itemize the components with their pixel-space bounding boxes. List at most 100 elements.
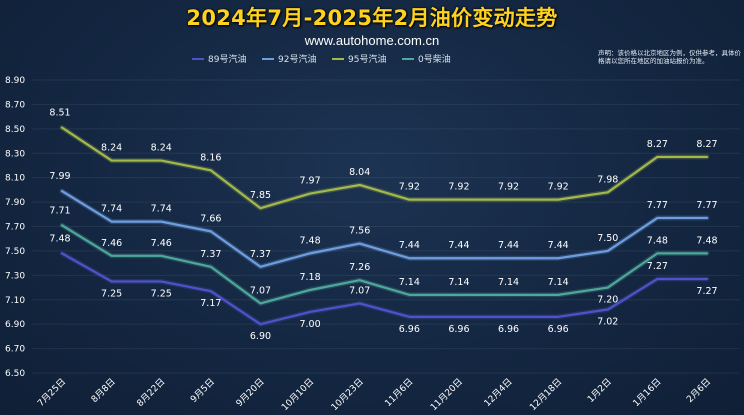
data-label: 8.24	[101, 143, 122, 154]
y-tick-label: 7.90	[5, 198, 25, 208]
x-tick-label: 2月6日	[685, 376, 714, 405]
data-label: 7.44	[548, 240, 569, 251]
data-label: 7.37	[200, 249, 221, 260]
data-label: 7.44	[399, 240, 420, 251]
x-tick-label: 1月16日	[631, 376, 664, 409]
data-label: 7.25	[151, 288, 172, 299]
data-label: 7.92	[548, 182, 569, 193]
data-label: 7.37	[250, 249, 271, 260]
x-tick-label: 7月25日	[35, 376, 68, 409]
data-label: 6.96	[448, 324, 469, 335]
data-label: 7.07	[349, 285, 370, 296]
chart-subtitle: www.autohome.com.cn	[304, 33, 440, 48]
data-label: 7.02	[597, 317, 618, 328]
data-label: 7.27	[696, 286, 717, 297]
data-label: 7.48	[647, 235, 668, 246]
data-label: 7.56	[349, 226, 370, 237]
y-tick-label: 8.30	[5, 149, 25, 159]
data-label: 7.27	[647, 261, 668, 272]
x-tick-label: 8月22日	[135, 376, 168, 409]
legend-item-label: 0号柴油	[418, 53, 451, 65]
data-label: 6.96	[399, 324, 420, 335]
data-label: 7.85	[250, 190, 271, 201]
y-tick-label: 8.50	[5, 125, 25, 135]
y-tick-label: 7.50	[5, 247, 25, 257]
x-tick-label: 12月4日	[482, 376, 515, 409]
data-label: 7.14	[548, 277, 569, 288]
x-tick-label: 10月23日	[329, 376, 366, 413]
x-tick-label: 1月2日	[585, 376, 614, 405]
y-tick-label: 7.30	[5, 271, 25, 281]
y-tick-label: 7.10	[5, 296, 25, 306]
data-label: 7.92	[498, 182, 519, 193]
data-label: 6.96	[548, 324, 569, 335]
y-tick-label: 7.70	[5, 223, 25, 233]
data-label: 7.20	[597, 295, 618, 306]
y-tick-label: 8.90	[5, 76, 25, 86]
data-label: 7.14	[498, 277, 519, 288]
data-label: 8.24	[151, 143, 172, 154]
data-label: 8.51	[49, 108, 70, 119]
data-label: 7.48	[49, 233, 70, 244]
x-tick-label: 9月5日	[188, 376, 217, 405]
legend: 89号汽油 92号汽油 95号汽油 0号柴油	[192, 53, 451, 65]
y-tick-label: 8.10	[5, 174, 25, 184]
data-label: 7.99	[49, 171, 70, 182]
series-line-1	[60, 189, 709, 268]
data-label: 7.97	[299, 176, 320, 187]
data-label: 7.48	[299, 235, 320, 246]
x-tick-label: 11月20日	[428, 376, 465, 413]
series-line-2	[60, 126, 709, 210]
data-label: 7.77	[647, 200, 668, 211]
legend-item-label: 95号汽油	[348, 53, 386, 65]
data-label: 7.18	[299, 272, 320, 283]
data-label: 7.46	[101, 238, 122, 249]
data-label: 7.00	[299, 319, 320, 330]
data-label: 7.50	[597, 233, 618, 244]
chart-disclaimer: 声明：该价格以北京地区为例，仅供参考，具体价格请以您所在地区的加油站报价为准。	[598, 49, 741, 65]
data-label: 7.14	[448, 277, 469, 288]
grid-layer	[32, 79, 740, 374]
data-label: 7.92	[399, 182, 420, 193]
x-tick-label: 10月10日	[279, 376, 316, 413]
data-label: 7.07	[250, 285, 271, 296]
series-glow-2	[59, 125, 710, 211]
data-label: 7.46	[151, 238, 172, 249]
x-tick-label: 9月20日	[234, 376, 267, 409]
y-tick-label: 6.90	[5, 320, 25, 330]
chart-title: 2024年7月-2025年2月油价变动走势	[186, 6, 558, 30]
series-layer	[59, 125, 710, 327]
data-label: 7.17	[200, 298, 221, 309]
data-label: 7.44	[498, 240, 519, 251]
data-label: 8.16	[200, 152, 221, 163]
data-label: 7.48	[696, 235, 717, 246]
data-label: 7.44	[448, 240, 469, 251]
data-label: 8.04	[349, 167, 370, 178]
data-label: 7.66	[200, 213, 221, 224]
legend-item-label: 92号汽油	[278, 53, 316, 65]
data-label: 7.26	[349, 262, 370, 273]
series-line-0	[60, 252, 709, 326]
data-label: 7.25	[101, 288, 122, 299]
series-line-3	[60, 224, 709, 305]
data-label: 7.77	[696, 200, 717, 211]
x-tick-label: 12月18日	[528, 376, 565, 413]
data-label: 6.96	[498, 324, 519, 335]
y-tick-label: 6.50	[5, 369, 25, 379]
x-tick-label: 11月6日	[383, 376, 416, 409]
data-label: 7.74	[101, 204, 122, 215]
data-label: 7.74	[151, 204, 172, 215]
data-label: 7.98	[597, 174, 618, 185]
y-tick-label: 8.70	[5, 100, 25, 110]
data-label: 8.27	[647, 139, 668, 150]
data-label: 7.92	[448, 182, 469, 193]
data-label: 6.90	[250, 331, 271, 342]
data-label: 7.14	[399, 277, 420, 288]
data-label: 8.27	[696, 139, 717, 150]
data-label-layer: 7.48 7.25 7.25 7.17 6.90 7.00 7.07 6.96 6.96 6.96…	[49, 108, 717, 343]
y-tick-label: 6.70	[5, 345, 25, 355]
data-label: 7.71	[49, 205, 70, 216]
legend-item-label: 89号汽油	[208, 53, 246, 65]
x-tick-label: 8月8日	[89, 376, 118, 405]
